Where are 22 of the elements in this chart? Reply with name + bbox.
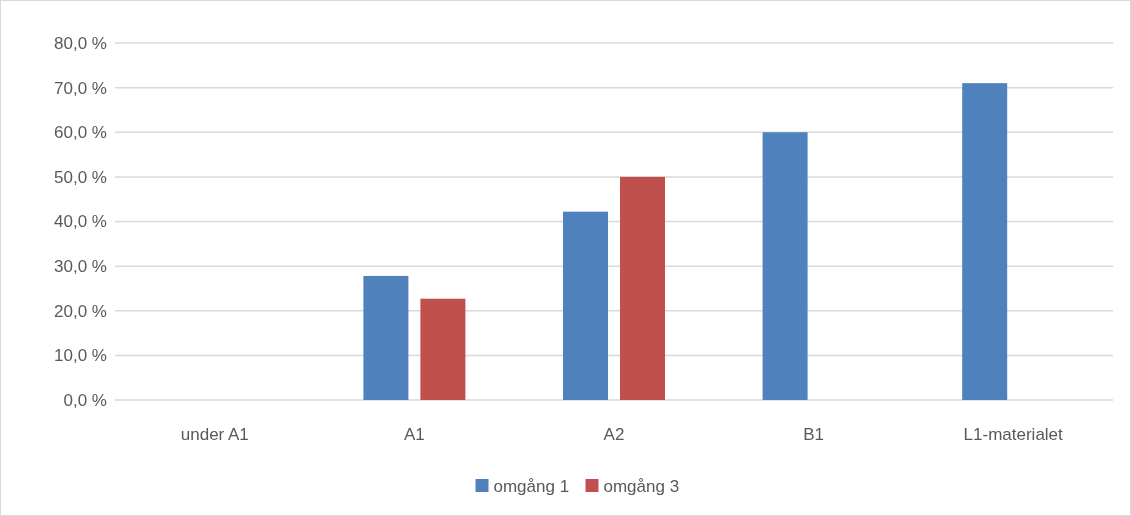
y-tick-label: 20,0 % bbox=[54, 301, 107, 321]
legend-label: omgång 3 bbox=[603, 476, 680, 496]
x-tick-label: A2 bbox=[603, 425, 625, 444]
y-tick-label: 10,0 % bbox=[54, 346, 107, 366]
bar bbox=[363, 275, 409, 400]
x-tick-label: B1 bbox=[803, 425, 824, 444]
y-tick-label: 60,0 % bbox=[54, 123, 107, 143]
x-tick-label: L1-materialet bbox=[963, 425, 1064, 444]
bar bbox=[762, 132, 808, 400]
y-tick-label: 40,0 % bbox=[54, 212, 107, 232]
y-tick-label: 0,0 % bbox=[63, 390, 107, 410]
y-tick-label: 50,0 % bbox=[54, 167, 107, 187]
y-tick-label: 30,0 % bbox=[54, 257, 107, 277]
bar bbox=[563, 211, 608, 400]
y-tick-label: 70,0 % bbox=[54, 78, 107, 98]
x-tick-label: under A1 bbox=[180, 425, 249, 444]
bar bbox=[962, 83, 1008, 400]
y-tick-label: 80,0 % bbox=[54, 33, 107, 53]
x-tick-label: A1 bbox=[404, 425, 425, 444]
bar bbox=[620, 176, 665, 400]
bar bbox=[420, 298, 466, 400]
legend-label: omgång 1 bbox=[493, 476, 570, 496]
